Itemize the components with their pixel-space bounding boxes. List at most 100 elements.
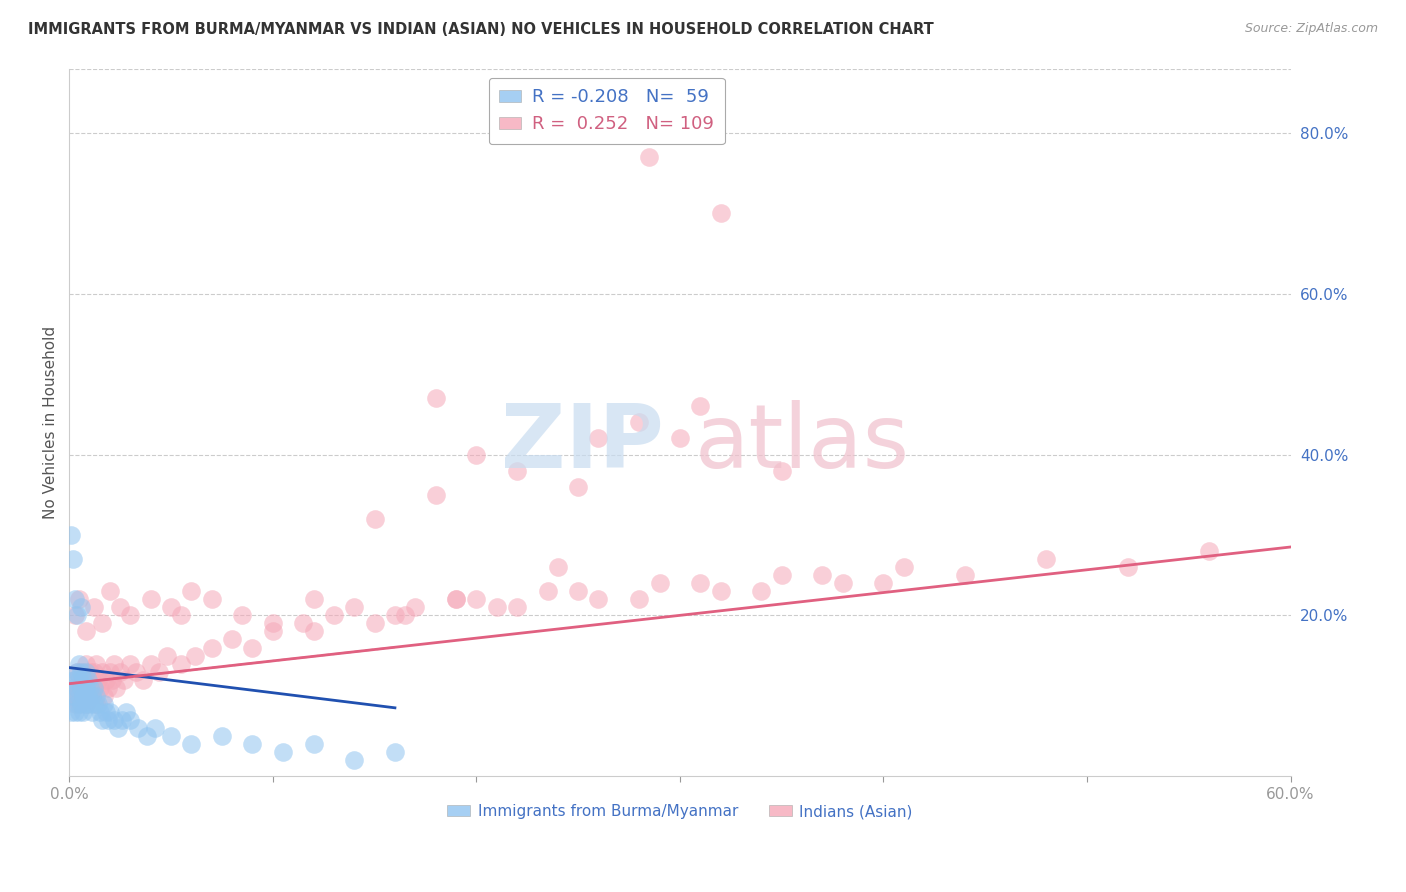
Point bbox=[90, 713, 112, 727]
Point bbox=[80, 673, 103, 687]
Point bbox=[67, 705, 90, 719]
Point bbox=[70, 673, 93, 687]
Point bbox=[79, 697, 101, 711]
Point bbox=[62, 681, 84, 695]
Point bbox=[103, 713, 125, 727]
Point bbox=[404, 600, 426, 615]
Point bbox=[83, 681, 105, 695]
Point bbox=[343, 600, 366, 615]
Point bbox=[101, 673, 124, 687]
Point bbox=[83, 600, 105, 615]
Point bbox=[831, 576, 853, 591]
Point bbox=[139, 592, 162, 607]
Point bbox=[689, 399, 711, 413]
Point bbox=[83, 697, 105, 711]
Point bbox=[60, 528, 83, 542]
Point bbox=[1198, 544, 1220, 558]
Point bbox=[567, 480, 589, 494]
Point bbox=[84, 657, 107, 671]
Point bbox=[67, 689, 90, 703]
Point bbox=[72, 673, 94, 687]
Point bbox=[65, 592, 87, 607]
Point bbox=[80, 705, 103, 719]
Point bbox=[211, 729, 233, 743]
Point bbox=[93, 689, 115, 703]
Point bbox=[66, 608, 89, 623]
Point bbox=[79, 665, 101, 679]
Text: atlas: atlas bbox=[695, 401, 910, 487]
Point bbox=[94, 673, 117, 687]
Point bbox=[72, 681, 94, 695]
Point bbox=[156, 648, 179, 663]
Point bbox=[98, 665, 121, 679]
Point bbox=[75, 665, 97, 679]
Point bbox=[506, 600, 529, 615]
Point bbox=[710, 206, 733, 220]
Point bbox=[83, 665, 105, 679]
Point bbox=[125, 665, 148, 679]
Point bbox=[180, 584, 202, 599]
Point bbox=[65, 705, 87, 719]
Point bbox=[872, 576, 894, 591]
Point bbox=[84, 689, 107, 703]
Point bbox=[67, 592, 90, 607]
Point bbox=[170, 657, 193, 671]
Point bbox=[322, 608, 344, 623]
Point bbox=[103, 657, 125, 671]
Point bbox=[76, 673, 98, 687]
Point bbox=[60, 689, 83, 703]
Point bbox=[84, 697, 107, 711]
Point bbox=[384, 745, 406, 759]
Point bbox=[302, 624, 325, 639]
Point bbox=[536, 584, 558, 599]
Point bbox=[170, 608, 193, 623]
Point bbox=[97, 681, 120, 695]
Point bbox=[80, 689, 103, 703]
Point bbox=[62, 552, 84, 566]
Point bbox=[75, 657, 97, 671]
Text: IMMIGRANTS FROM BURMA/MYANMAR VS INDIAN (ASIAN) NO VEHICLES IN HOUSEHOLD CORRELA: IMMIGRANTS FROM BURMA/MYANMAR VS INDIAN … bbox=[28, 22, 934, 37]
Y-axis label: No Vehicles in Household: No Vehicles in Household bbox=[44, 326, 58, 519]
Point bbox=[120, 713, 142, 727]
Point bbox=[465, 448, 488, 462]
Point bbox=[1035, 552, 1057, 566]
Point bbox=[547, 560, 569, 574]
Point bbox=[98, 584, 121, 599]
Point bbox=[139, 657, 162, 671]
Point bbox=[72, 705, 94, 719]
Point bbox=[669, 432, 692, 446]
Point bbox=[115, 705, 138, 719]
Point bbox=[628, 592, 651, 607]
Point bbox=[60, 705, 83, 719]
Point bbox=[343, 753, 366, 767]
Point bbox=[231, 608, 253, 623]
Point bbox=[363, 512, 385, 526]
Point bbox=[242, 640, 264, 655]
Point bbox=[79, 681, 101, 695]
Point bbox=[65, 689, 87, 703]
Point bbox=[135, 729, 157, 743]
Point bbox=[90, 616, 112, 631]
Point bbox=[770, 464, 793, 478]
Point bbox=[148, 665, 170, 679]
Point bbox=[75, 624, 97, 639]
Point bbox=[76, 689, 98, 703]
Point bbox=[292, 616, 315, 631]
Point bbox=[221, 632, 243, 647]
Point bbox=[425, 391, 447, 405]
Point bbox=[72, 689, 94, 703]
Point bbox=[94, 705, 117, 719]
Point bbox=[160, 600, 183, 615]
Point bbox=[160, 729, 183, 743]
Point bbox=[302, 592, 325, 607]
Point bbox=[271, 745, 294, 759]
Point bbox=[127, 721, 149, 735]
Point bbox=[70, 600, 93, 615]
Point bbox=[93, 697, 115, 711]
Point bbox=[76, 689, 98, 703]
Point bbox=[79, 681, 101, 695]
Point bbox=[425, 488, 447, 502]
Point bbox=[302, 737, 325, 751]
Point bbox=[70, 665, 93, 679]
Point bbox=[66, 665, 89, 679]
